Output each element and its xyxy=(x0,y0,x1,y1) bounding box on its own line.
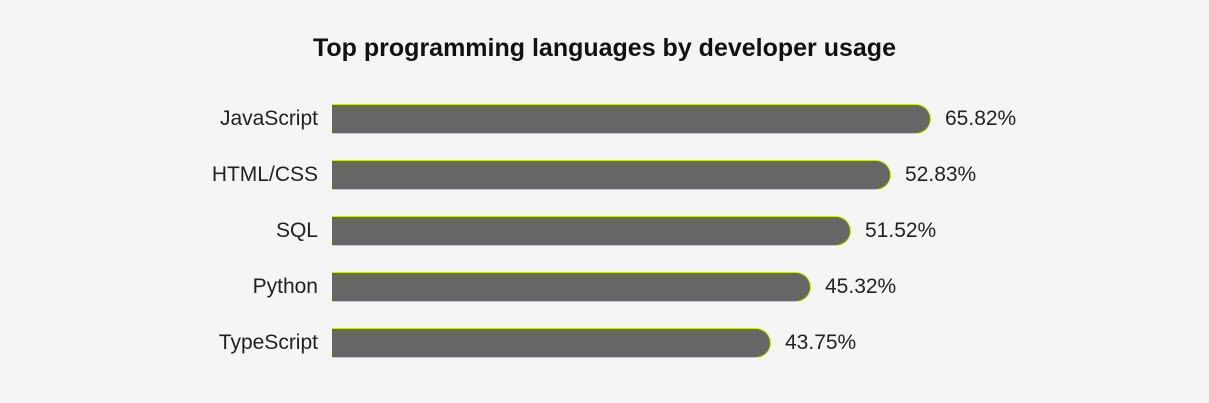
value-label: 45.32% xyxy=(825,275,897,298)
value-label: 51.52% xyxy=(865,219,937,242)
value-label: 65.82% xyxy=(945,107,1017,130)
bar-python xyxy=(332,272,811,302)
chart-title: Top programming languages by developer u… xyxy=(313,34,896,62)
category-label: Python xyxy=(252,275,318,298)
category-label: HTML/CSS xyxy=(211,163,318,186)
bar-javascript xyxy=(332,104,931,134)
value-label: 43.75% xyxy=(785,331,857,354)
value-label: 52.83% xyxy=(905,163,977,186)
bar-typescript xyxy=(332,328,771,358)
category-label: SQL xyxy=(275,219,318,242)
bar-html-css xyxy=(332,160,891,190)
bar-sql xyxy=(332,216,851,246)
category-label: JavaScript xyxy=(219,107,318,130)
category-label: TypeScript xyxy=(218,331,318,354)
